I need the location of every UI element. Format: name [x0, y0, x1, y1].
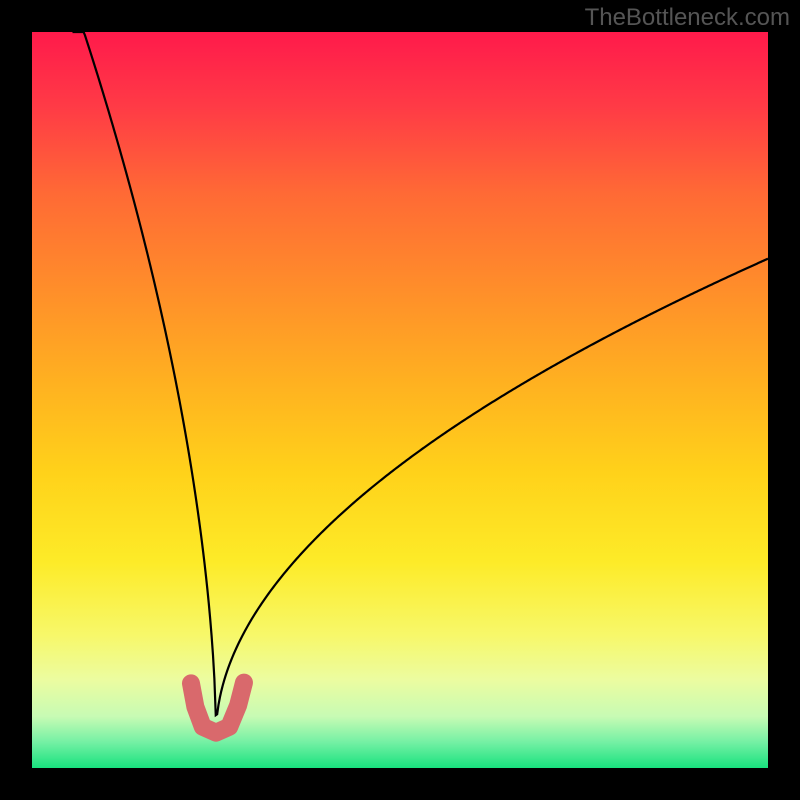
plot-background	[32, 32, 768, 768]
chart-svg	[0, 0, 800, 800]
watermark-text: TheBottleneck.com	[585, 4, 790, 32]
chart-root: TheBottleneck.com	[0, 0, 800, 800]
